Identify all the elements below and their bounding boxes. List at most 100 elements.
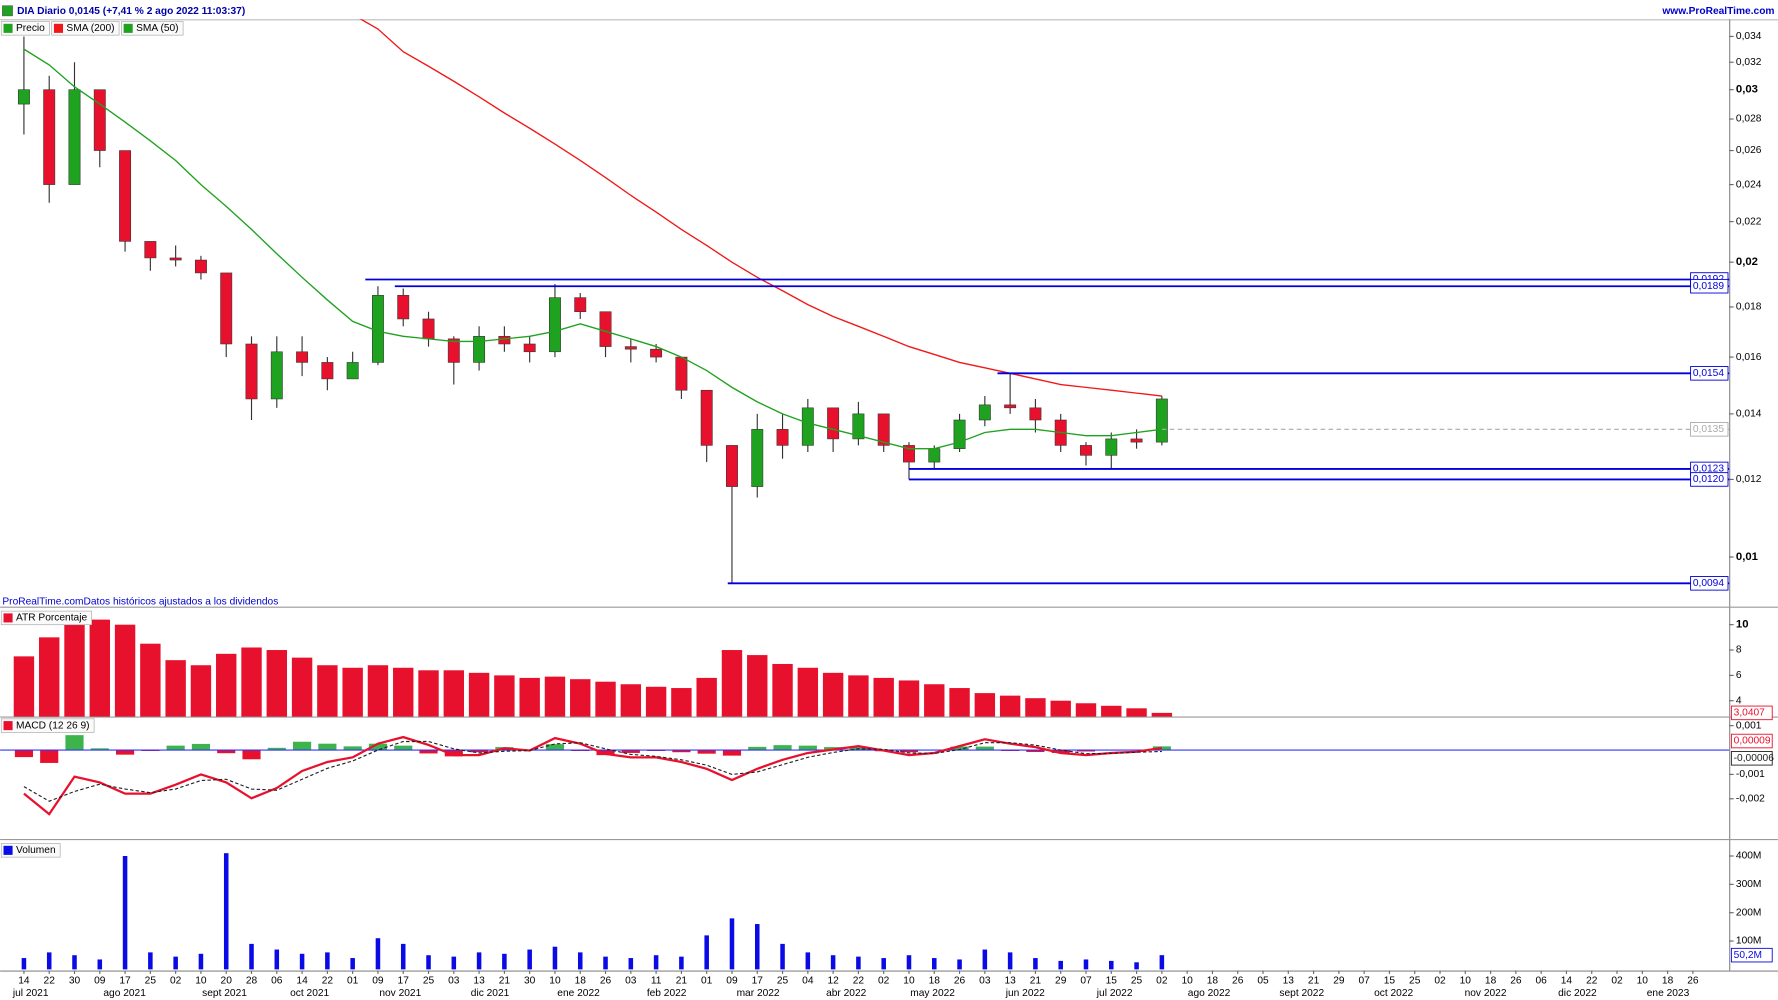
x-tick-label: 17 bbox=[119, 975, 131, 986]
legend-item[interactable]: Precio bbox=[0, 21, 50, 36]
y-tick-label: 0,03 bbox=[1736, 84, 1758, 96]
candle-body bbox=[169, 257, 182, 261]
x-month-label: dic 2022 bbox=[1558, 988, 1597, 999]
candle-body bbox=[675, 356, 688, 391]
candle-body bbox=[650, 348, 663, 358]
bar bbox=[1109, 960, 1114, 970]
bar bbox=[570, 679, 591, 717]
x-month-label: oct 2022 bbox=[1374, 988, 1413, 999]
y-tick-label: 100M bbox=[1736, 936, 1761, 947]
level-label: 0,0189 bbox=[1693, 281, 1724, 292]
y-tick-label: 0,012 bbox=[1736, 474, 1762, 485]
bar bbox=[519, 677, 540, 717]
sma-line bbox=[359, 19, 1162, 397]
bar bbox=[881, 958, 886, 970]
y-tick-label: 0,016 bbox=[1736, 352, 1762, 363]
bar bbox=[13, 656, 35, 717]
candle-body bbox=[599, 311, 612, 347]
x-tick-label: 07 bbox=[1358, 975, 1370, 986]
bar bbox=[974, 693, 996, 717]
bar bbox=[1159, 955, 1165, 970]
y-tick-label: 0,01 bbox=[1736, 551, 1758, 563]
x-tick-label: 21 bbox=[676, 975, 688, 986]
header-site[interactable]: www.ProRealTime.com bbox=[1661, 6, 1774, 17]
candle-body bbox=[978, 404, 991, 421]
histogram-bar bbox=[419, 750, 438, 754]
level-label: 0,0154 bbox=[1693, 368, 1724, 379]
bar bbox=[89, 619, 110, 717]
x-tick-label: 14 bbox=[18, 975, 30, 986]
x-tick-label: 13 bbox=[1004, 975, 1016, 986]
x-month-label: oct 2021 bbox=[290, 988, 329, 999]
bar bbox=[1058, 960, 1063, 970]
bar bbox=[114, 624, 136, 717]
histogram-bar bbox=[545, 744, 565, 751]
legend-item[interactable]: ATR Porcentaje bbox=[0, 610, 93, 626]
x-tick-label: 25 bbox=[423, 975, 435, 986]
x-tick-label: 22 bbox=[1586, 975, 1598, 986]
candle-body bbox=[447, 338, 460, 363]
histogram-bar bbox=[470, 750, 489, 753]
x-month-label: nov 2021 bbox=[379, 988, 421, 999]
candle-body bbox=[852, 413, 865, 440]
x-tick-label: 18 bbox=[575, 975, 587, 986]
x-tick-label: 10 bbox=[1460, 975, 1472, 986]
y-tick-label: 0,034 bbox=[1736, 31, 1762, 42]
value-box bbox=[1730, 733, 1773, 749]
candle-body bbox=[245, 343, 258, 400]
x-tick-label: 01 bbox=[701, 975, 713, 986]
x-tick-label: 10 bbox=[903, 975, 915, 986]
x-tick-label: 14 bbox=[1561, 975, 1573, 986]
histogram-bar bbox=[318, 743, 337, 751]
bar bbox=[1033, 958, 1038, 970]
histogram-bar bbox=[65, 735, 84, 751]
x-tick-label: 15 bbox=[1384, 975, 1396, 986]
candle-body bbox=[700, 389, 713, 446]
candle-body bbox=[321, 362, 334, 380]
bar bbox=[426, 955, 431, 970]
level-box bbox=[1690, 278, 1729, 294]
candle-body bbox=[270, 351, 283, 400]
x-tick-label: 17 bbox=[752, 975, 764, 986]
x-month-label: sept 2021 bbox=[202, 988, 247, 999]
legend-item[interactable]: SMA (200) bbox=[51, 21, 120, 36]
histogram-bar bbox=[748, 746, 767, 751]
x-tick-label: 01 bbox=[347, 975, 359, 986]
x-month-label: dic 2021 bbox=[471, 988, 510, 999]
x-tick-label: 10 bbox=[1181, 975, 1193, 986]
x-tick-label: 06 bbox=[271, 975, 283, 986]
y-tick-label: 0,014 bbox=[1736, 409, 1762, 420]
y-tick-label: -0,002 bbox=[1736, 793, 1765, 804]
legend-item[interactable]: MACD (12 26 9) bbox=[0, 718, 95, 733]
bar bbox=[97, 959, 103, 970]
bar bbox=[342, 667, 363, 717]
x-month-label: abr 2022 bbox=[826, 988, 867, 999]
candle-body bbox=[119, 150, 132, 242]
bar bbox=[198, 953, 204, 970]
histogram-bar bbox=[672, 750, 691, 753]
level-label: 0,0135 bbox=[1693, 424, 1724, 435]
y-tick-label: 300M bbox=[1736, 879, 1761, 890]
candle-body bbox=[877, 413, 890, 446]
candle-body bbox=[1080, 445, 1092, 456]
bar bbox=[190, 665, 212, 717]
histogram-bar bbox=[621, 750, 640, 753]
histogram-bar bbox=[40, 750, 59, 763]
value-box-label: 3,0407 bbox=[1734, 708, 1765, 719]
bar bbox=[856, 956, 861, 970]
histogram-bar bbox=[394, 745, 413, 751]
legend-item[interactable]: SMA (50) bbox=[121, 21, 184, 36]
histogram-bar bbox=[217, 750, 236, 754]
y-tick-label: 0,032 bbox=[1736, 57, 1762, 68]
bar bbox=[317, 665, 338, 717]
y-tick-label: 0,018 bbox=[1736, 302, 1762, 313]
bar bbox=[645, 686, 667, 717]
legend-item[interactable]: Volumen bbox=[0, 843, 61, 858]
bar bbox=[721, 650, 743, 717]
bar bbox=[577, 952, 583, 970]
histogram-bar bbox=[975, 746, 994, 751]
indicator-line bbox=[23, 740, 1162, 802]
x-month-label: sept 2022 bbox=[1279, 988, 1324, 999]
legend-label: MACD (12 26 9) bbox=[16, 720, 90, 731]
